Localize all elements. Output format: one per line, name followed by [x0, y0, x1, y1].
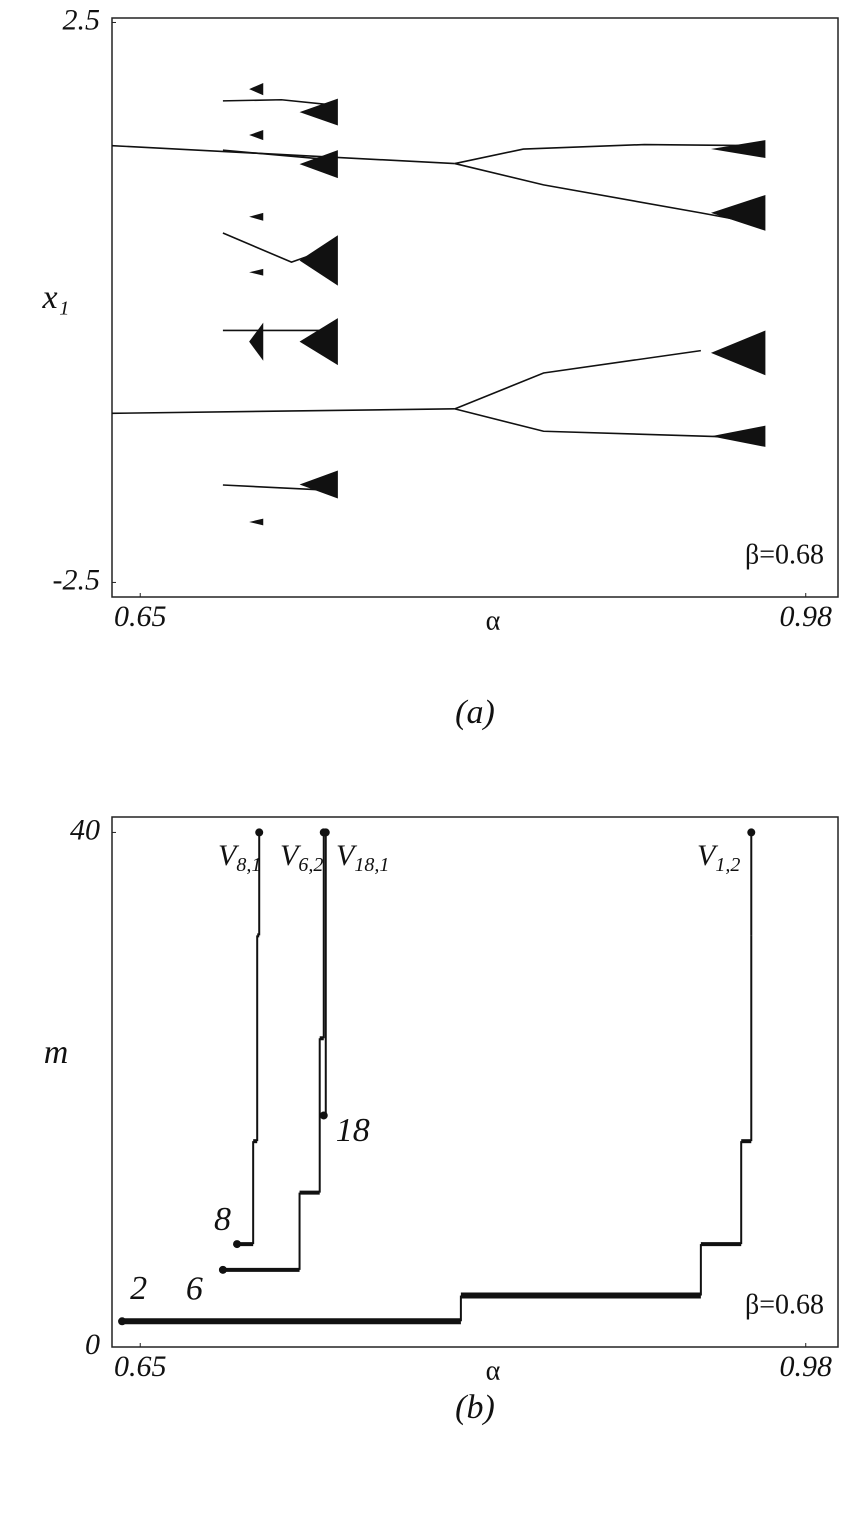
vertex-sub: 6,2 — [298, 854, 323, 876]
y-tick-label: 40 — [70, 813, 100, 846]
branch — [222, 98, 336, 107]
branch — [454, 143, 762, 165]
plot-frame — [111, 17, 839, 598]
start-point — [233, 1240, 242, 1249]
branch — [111, 144, 455, 165]
x-tick-label: 0.65 — [114, 1350, 167, 1383]
vertex-sub: 18,1 — [354, 854, 389, 876]
chaotic-band — [710, 330, 766, 376]
x-tick-label: 0.65 — [114, 600, 167, 633]
start-point — [319, 1111, 328, 1120]
chaotic-band — [299, 98, 338, 126]
vertex-sub: 8,1 — [236, 854, 261, 876]
branch — [111, 408, 455, 415]
plot-frame — [111, 816, 839, 1348]
chaotic-band — [299, 318, 338, 366]
chaotic-band — [249, 268, 264, 276]
vertex-label: V6,2 — [280, 839, 323, 876]
chaotic-band — [249, 322, 264, 361]
y-tick-label: -2.5 — [53, 563, 101, 596]
start-point — [118, 1317, 127, 1326]
caption: (b) — [455, 1389, 495, 1426]
annotation: β=0.68 — [745, 1289, 824, 1320]
end-point — [321, 828, 330, 837]
x-axis-label: α — [486, 1355, 501, 1386]
series-label: 18 — [336, 1112, 370, 1149]
vertex-base: V — [218, 839, 240, 872]
vertex-base: V — [697, 839, 719, 872]
chaotic-band — [710, 140, 766, 158]
y-axis-label: m — [44, 1034, 69, 1071]
chaotic-band — [710, 194, 766, 231]
series-label: 8 — [214, 1201, 231, 1238]
vertex-sub: 1,2 — [715, 854, 740, 876]
series-label: 6 — [186, 1271, 203, 1308]
branch — [454, 408, 762, 439]
series-label: 2 — [130, 1270, 147, 1307]
x-tick-label: 0.98 — [779, 1350, 832, 1383]
chaotic-band — [710, 425, 766, 447]
chaotic-band — [299, 235, 338, 286]
vertex-base: V — [280, 839, 302, 872]
chaotic-band — [249, 212, 264, 221]
chaotic-band — [249, 518, 264, 526]
vertex-label: V18,1 — [336, 839, 389, 876]
chaotic-band — [249, 82, 264, 96]
annotation: β=0.68 — [745, 539, 824, 570]
branch — [454, 349, 701, 410]
vertex-label: V1,2 — [697, 839, 740, 876]
y-tick-label: 0 — [85, 1328, 100, 1361]
chaotic-band — [249, 129, 264, 141]
vertex-label: V8,1 — [218, 839, 261, 876]
caption: (a) — [455, 694, 495, 731]
y-tick-label: 2.5 — [63, 3, 101, 36]
end-point — [255, 828, 264, 837]
start-point — [218, 1265, 227, 1274]
end-point — [747, 828, 756, 837]
chaotic-band — [299, 470, 338, 499]
chaotic-band — [299, 150, 338, 179]
y-axis-label: x₁ — [42, 279, 70, 316]
vertex-base: V — [336, 839, 358, 872]
x-axis-label: α — [486, 605, 501, 636]
x-tick-label: 0.98 — [779, 600, 832, 633]
branch — [454, 162, 762, 225]
